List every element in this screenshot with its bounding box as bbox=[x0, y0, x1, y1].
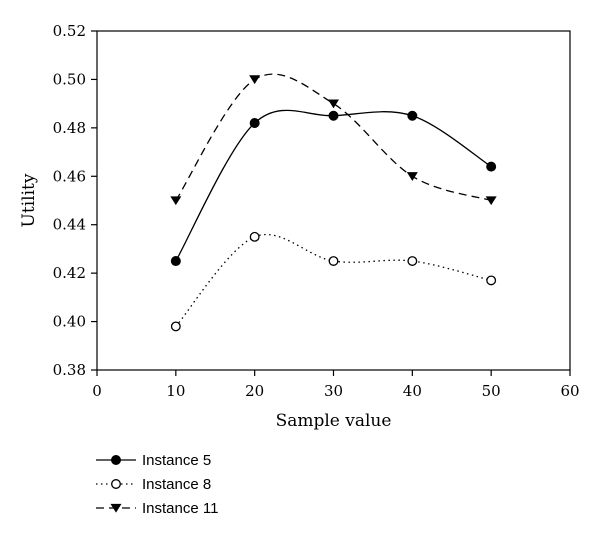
data-point bbox=[328, 99, 339, 109]
data-point bbox=[170, 196, 182, 206]
x-tick-label: 60 bbox=[560, 382, 579, 400]
data-point bbox=[170, 256, 181, 267]
plot-frame bbox=[96, 30, 571, 371]
y-tick-label: 0.50 bbox=[53, 70, 86, 88]
x-tick-label: 40 bbox=[403, 382, 422, 400]
legend-marker bbox=[111, 455, 121, 465]
y-tick-label: 0.38 bbox=[53, 361, 86, 379]
series-2 bbox=[170, 231, 497, 332]
series-line bbox=[175, 73, 492, 202]
x-tick-label: 0 bbox=[92, 382, 102, 400]
x-tick-label: 30 bbox=[324, 382, 343, 400]
y-tick-label: 0.40 bbox=[53, 313, 86, 331]
data-point bbox=[486, 275, 497, 286]
data-point bbox=[170, 321, 181, 332]
y-tick-label: 0.46 bbox=[53, 167, 86, 185]
data-point bbox=[249, 231, 260, 242]
y-tick-label: 0.52 bbox=[53, 22, 86, 40]
y-tick-label: 0.48 bbox=[53, 119, 86, 137]
data-point bbox=[485, 196, 497, 206]
x-axis-label: Sample value bbox=[276, 411, 392, 431]
series-1 bbox=[170, 109, 497, 267]
legend-label: Instance 5 bbox=[142, 452, 211, 469]
legend-item: Instance 11 bbox=[96, 500, 218, 517]
x-tick-label: 10 bbox=[166, 382, 185, 400]
legend-label: Instance 8 bbox=[142, 476, 211, 493]
data-point bbox=[407, 110, 418, 121]
series-line bbox=[175, 234, 492, 327]
y-axis-label: Utility bbox=[19, 173, 39, 227]
legend-label: Instance 11 bbox=[142, 500, 218, 517]
series-3 bbox=[170, 73, 497, 206]
legend-marker bbox=[110, 503, 122, 513]
data-point bbox=[249, 118, 260, 129]
legend-marker bbox=[111, 479, 121, 489]
legend: Instance 5 Instance 8 Instance 11 bbox=[96, 452, 218, 517]
y-axis-ticks: 0.38 0.40 0.42 0.44 0.46 0.48 0.50 0.52 bbox=[53, 22, 97, 379]
legend-item: Instance 8 bbox=[96, 476, 211, 493]
series-line bbox=[175, 109, 492, 262]
data-point bbox=[328, 256, 339, 266]
plot-area-border bbox=[96, 30, 571, 371]
series-layer bbox=[170, 73, 497, 332]
data-point bbox=[486, 161, 497, 172]
x-tick-label: 50 bbox=[482, 382, 501, 400]
x-tick-label: 20 bbox=[245, 382, 264, 400]
data-point bbox=[249, 75, 261, 85]
y-tick-label: 0.42 bbox=[53, 264, 86, 282]
data-point bbox=[406, 172, 418, 181]
data-point bbox=[407, 256, 418, 266]
data-point bbox=[328, 110, 339, 121]
y-tick-label: 0.44 bbox=[53, 216, 86, 234]
x-axis-ticks: 0 10 20 30 40 50 60 bbox=[92, 370, 580, 400]
legend-item: Instance 5 bbox=[96, 452, 211, 469]
